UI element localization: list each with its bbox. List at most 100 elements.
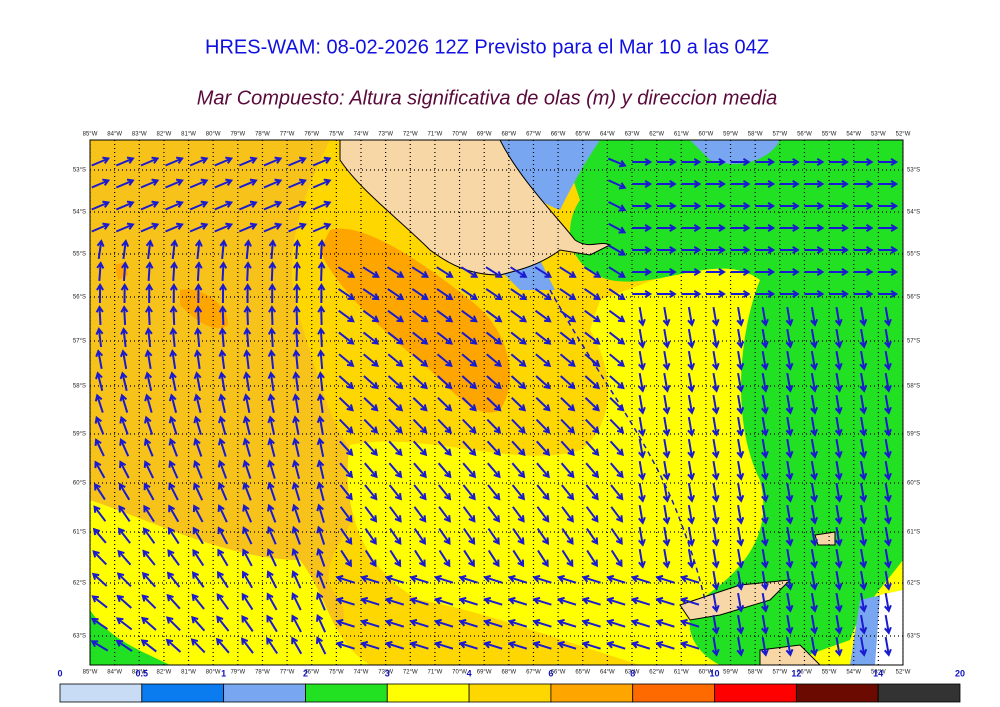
arrow — [681, 290, 702, 298]
lon-label-bottom: 64°W — [600, 670, 615, 676]
arrow — [755, 268, 776, 276]
arrow — [192, 504, 204, 523]
arrow — [581, 574, 601, 584]
arrow — [536, 506, 550, 523]
arrow — [389, 549, 402, 568]
arrow — [242, 459, 252, 479]
arrow — [243, 305, 252, 326]
arrow — [510, 288, 528, 301]
lon-label-bottom: 81°W — [181, 670, 196, 676]
arrow — [486, 353, 503, 368]
arrow — [638, 504, 646, 525]
arrow — [218, 305, 227, 326]
lon-label-bottom: 78°W — [255, 670, 270, 676]
arrow — [638, 482, 646, 503]
arrow — [607, 179, 627, 190]
arrow — [217, 459, 228, 479]
arrow — [785, 482, 794, 503]
arrow — [266, 570, 278, 589]
arrow — [884, 372, 892, 393]
arrow — [316, 393, 325, 414]
arrow — [556, 640, 577, 650]
arrow — [317, 283, 326, 304]
arrow — [362, 266, 380, 278]
arrow — [193, 349, 202, 370]
arrow — [216, 593, 230, 610]
arrow — [292, 327, 301, 348]
arrow — [411, 309, 429, 323]
arrow — [263, 156, 283, 167]
arrow — [315, 614, 327, 633]
arrow — [785, 350, 794, 371]
lat-label-right: 60°S — [907, 481, 920, 487]
arrow — [810, 504, 819, 525]
arrow — [91, 572, 108, 587]
arrow — [511, 397, 527, 412]
lon-label-bottom: 75°W — [329, 670, 344, 676]
arrow — [95, 327, 104, 348]
arrow — [335, 574, 355, 584]
arrow — [436, 266, 454, 278]
arrow — [761, 482, 769, 503]
arrow — [115, 639, 133, 652]
lon-label-bottom: 83°W — [132, 670, 147, 676]
arrow — [389, 506, 402, 523]
arrow — [706, 268, 726, 276]
arrow — [145, 239, 154, 260]
arrow — [90, 617, 108, 630]
arrow — [779, 224, 800, 232]
colorbar-segment — [795, 683, 879, 703]
arrow — [755, 224, 776, 232]
colorbar-label: 8 — [630, 668, 635, 678]
lon-label-top: 80°W — [206, 132, 221, 138]
arrow — [411, 288, 429, 301]
arrow — [585, 440, 600, 457]
arrow — [656, 180, 677, 188]
arrow — [219, 283, 227, 304]
arrow — [638, 526, 646, 547]
arrow — [316, 481, 325, 501]
arrow — [165, 156, 184, 167]
arrow — [761, 350, 769, 371]
arrow — [785, 526, 794, 547]
arrow — [583, 266, 602, 278]
arrow — [165, 638, 182, 653]
arrow — [679, 596, 700, 606]
arrow — [609, 353, 626, 368]
lon-label-top: 78°W — [255, 132, 270, 138]
arrow — [630, 618, 651, 628]
arrow — [95, 305, 104, 326]
lon-label-top: 63°W — [625, 132, 640, 138]
arrow — [291, 614, 302, 633]
lat-label-left: 56°S — [73, 295, 86, 301]
arrow — [291, 459, 301, 479]
arrow — [292, 371, 301, 392]
colorbar-segment — [141, 683, 225, 703]
arrow — [585, 484, 599, 501]
arrow — [834, 416, 843, 437]
colorbar-segment — [550, 683, 634, 703]
arrow — [810, 394, 819, 415]
arrow — [884, 306, 892, 327]
arrow — [166, 571, 181, 588]
lat-label-right: 59°S — [907, 432, 920, 438]
arrow — [730, 158, 751, 166]
arrow — [316, 503, 325, 523]
arrow — [785, 614, 794, 635]
arrow — [486, 397, 502, 412]
arrow — [94, 415, 105, 435]
arrow — [884, 416, 892, 437]
arrow — [785, 306, 794, 327]
arrow — [834, 570, 843, 591]
arrow — [507, 640, 528, 650]
arrow — [736, 328, 745, 349]
arrow — [288, 156, 307, 167]
arrow — [140, 616, 157, 631]
lon-label-bottom: 79°W — [230, 670, 245, 676]
arrow — [143, 482, 155, 501]
arrow — [170, 239, 179, 260]
arrow — [859, 328, 868, 349]
arrow — [364, 484, 378, 501]
lat-label-left: 61°S — [73, 530, 86, 536]
